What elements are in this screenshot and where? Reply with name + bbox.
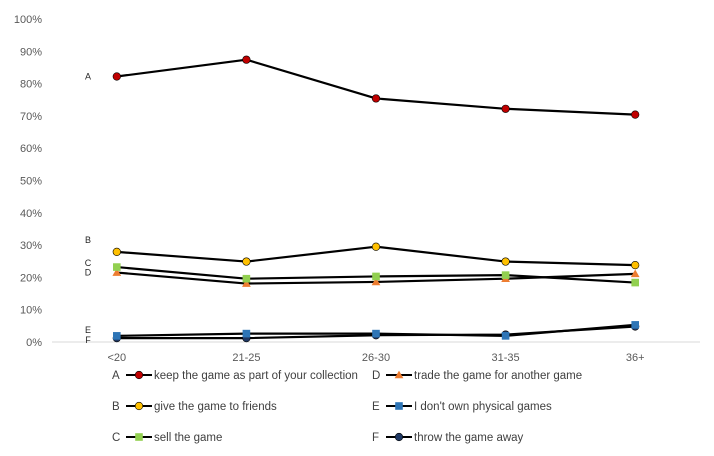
legend-label: sell the game bbox=[154, 432, 222, 444]
data-point bbox=[371, 242, 381, 251]
data-point bbox=[501, 257, 510, 266]
series-letter-label: B bbox=[85, 235, 91, 245]
series-letter-label: D bbox=[85, 268, 92, 278]
legend-key: F bbox=[372, 432, 379, 444]
legend-item-E: E I don't own physical games bbox=[372, 401, 552, 413]
y-tick-label: 10% bbox=[20, 305, 42, 317]
data-point bbox=[372, 329, 380, 338]
data-point bbox=[501, 104, 510, 113]
data-point bbox=[501, 271, 510, 279]
series-E bbox=[113, 321, 639, 340]
legend-key: C bbox=[112, 432, 120, 444]
data-point bbox=[242, 274, 251, 283]
y-tick-label: 90% bbox=[20, 46, 42, 58]
data-point bbox=[112, 247, 121, 256]
y-tick-label: 20% bbox=[20, 272, 42, 284]
legend-marker bbox=[394, 432, 404, 442]
series-letter-label: C bbox=[85, 258, 92, 268]
series-A bbox=[112, 55, 640, 119]
legend-label: give the game to friends bbox=[154, 401, 277, 413]
legend-key: E bbox=[372, 401, 380, 413]
data-point bbox=[113, 332, 121, 340]
legend-key: D bbox=[372, 370, 380, 382]
legend-label: trade the game for another game bbox=[414, 370, 582, 382]
y-tick-label: 80% bbox=[20, 79, 42, 91]
y-tick-label: 30% bbox=[20, 240, 42, 252]
y-tick-label: 70% bbox=[20, 111, 42, 123]
legend-label: keep the game as part of your collection bbox=[154, 370, 358, 382]
data-point bbox=[631, 110, 640, 119]
data-point bbox=[242, 279, 251, 287]
y-tick-label: 100% bbox=[14, 14, 42, 26]
series-letter-label: A bbox=[85, 71, 91, 81]
x-tick-label: 21-25 bbox=[232, 352, 260, 364]
y-tick-label: 40% bbox=[20, 208, 42, 220]
series-C bbox=[113, 263, 639, 287]
data-point bbox=[113, 263, 121, 271]
data-point bbox=[631, 261, 640, 270]
legend-key: B bbox=[112, 401, 120, 413]
x-tick-label: 31-35 bbox=[492, 352, 520, 364]
series-B bbox=[112, 242, 640, 270]
legend-marker bbox=[134, 370, 144, 380]
legend-marker bbox=[395, 402, 403, 410]
x-tick-label: 26-30 bbox=[362, 352, 390, 364]
data-point bbox=[631, 278, 639, 287]
legend-marker bbox=[134, 401, 144, 411]
x-tick-label: 36+ bbox=[626, 352, 645, 364]
data-point bbox=[371, 277, 381, 286]
series-letter-label: E bbox=[85, 325, 91, 335]
y-tick-label: 50% bbox=[20, 176, 42, 188]
data-point bbox=[242, 257, 251, 266]
data-point bbox=[371, 94, 381, 103]
legend-label: throw the game away bbox=[414, 432, 524, 444]
data-point bbox=[630, 269, 640, 278]
series-layer: A B CD EF bbox=[85, 55, 640, 345]
data-point bbox=[372, 272, 380, 281]
data-point bbox=[631, 321, 639, 329]
y-tick-label: 0% bbox=[26, 337, 42, 349]
series-line bbox=[116, 58, 636, 116]
data-point bbox=[112, 72, 121, 81]
data-point bbox=[501, 332, 510, 340]
y-tick-label: 60% bbox=[20, 143, 42, 155]
legend-label: I don't own physical games bbox=[414, 401, 552, 413]
data-point bbox=[112, 268, 122, 276]
legend-marker bbox=[394, 370, 404, 379]
axes: 0% 10% 20% 30% 40% 50% 60% 70% 80% 90% 100% <20 21-2… bbox=[14, 14, 700, 364]
series-letter-label: F bbox=[85, 335, 91, 345]
data-point bbox=[242, 329, 251, 338]
legend-key: A bbox=[112, 370, 120, 382]
data-point bbox=[242, 55, 251, 64]
legend-marker bbox=[135, 433, 143, 441]
x-tick-label: <20 bbox=[107, 352, 126, 364]
